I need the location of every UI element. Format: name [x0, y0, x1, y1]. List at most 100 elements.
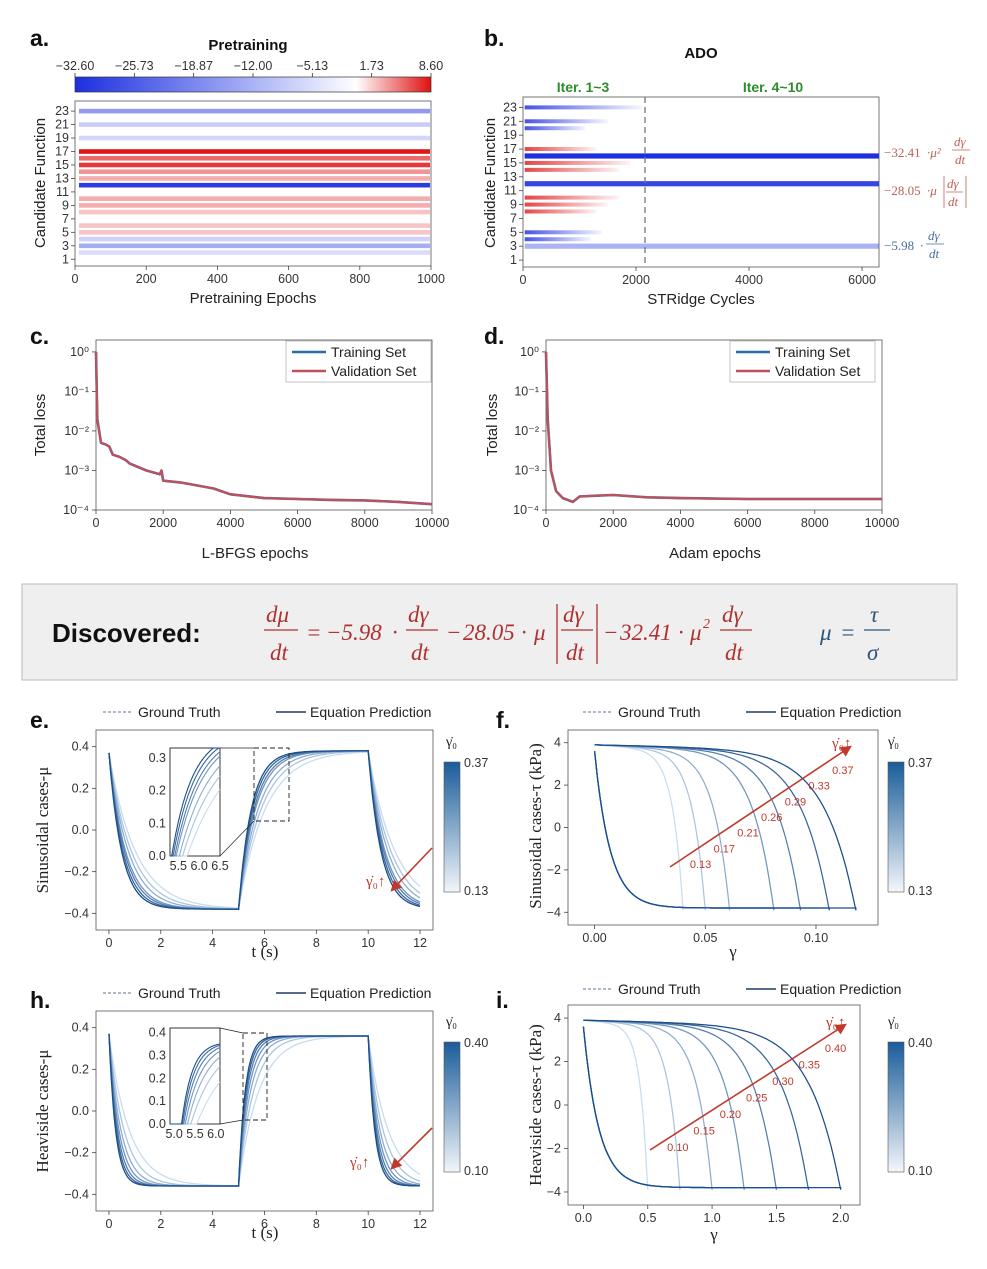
ytick-label-a: 17: [55, 145, 69, 159]
rate-label-i: 0.35: [799, 1060, 820, 1072]
rate-label-f: 0.21: [737, 828, 758, 840]
axes-c: 0 2000 4000 6000 8000 10000 10⁰ 10⁻¹ 10⁻² 10⁻³ 10⁻…: [63, 345, 449, 530]
panel-b-title: ADO: [684, 45, 718, 62]
panel-h: 0 2 4 6 8 10 120.40.20.0−0.2−0.4 5.0 5.5 6.00.40…: [33, 1010, 488, 1242]
ado-early-row-15: [524, 160, 631, 165]
ytick-label-c: 10⁻¹: [64, 384, 89, 398]
rate-label-f: 0.26: [761, 812, 782, 824]
ytick-label-a: 7: [62, 212, 69, 226]
discovered-equation: dμ dt = −5.98 · dγ dt − 28.05 · μ dγ dt …: [264, 602, 890, 665]
xtick-label-c: 10000: [415, 516, 450, 530]
colorbar-e-symbol: γ̇₀: [445, 735, 457, 750]
ytick-label-d: 10⁰: [520, 345, 539, 359]
rate-label-i: 0.20: [720, 1109, 741, 1121]
colorbar-i-min: 0.10: [908, 1164, 932, 1178]
rate-label-f: 0.33: [808, 781, 829, 793]
ado-early-row-20: [524, 126, 586, 131]
heat-row-2: [79, 250, 430, 255]
heat-row-6: [79, 223, 430, 228]
svg-text:τ: τ: [870, 602, 879, 627]
mu-curve-e-0.37: [108, 750, 421, 910]
colorbar-i-symbol: γ̇₀: [887, 1015, 899, 1030]
ado-term-row-3: [524, 243, 879, 249]
axes-h: 0 2 4 6 8 10 12 0.4 0.2 0.0 −0.2 −0.4: [64, 1021, 427, 1231]
colorbar-a-tick-label: −5.13: [297, 59, 329, 73]
legend-ground-truth-f: Ground Truth: [618, 704, 701, 720]
xtick-label-a: 0: [72, 272, 79, 286]
colorbar-e-max: 0.37: [464, 756, 488, 770]
plot-area-i: [567, 1004, 861, 1206]
tau-loops-i: [582, 1019, 842, 1190]
ylabel-d: Total loss: [484, 394, 501, 457]
ado-early-row-14: [524, 167, 620, 172]
ytick-label-b: 19: [503, 128, 517, 142]
term-annotation-3: −5.98 · dγ dt: [884, 228, 944, 261]
colorbar-f-max: 0.37: [908, 756, 932, 770]
xtick-label-d: 2000: [599, 516, 627, 530]
svg-text:dγ: dγ: [563, 602, 585, 627]
svg-text:dt: dt: [955, 152, 966, 167]
ytick-label-b: 7: [510, 211, 517, 225]
inset-e-ytick: 0.1: [149, 816, 166, 830]
series-d-validation: [544, 351, 882, 503]
ado-early-row-23: [524, 105, 642, 110]
xtick-label-h: 12: [413, 1217, 427, 1231]
heat-row-19: [79, 135, 430, 141]
inset-e-xtick: 5.5: [170, 859, 187, 873]
term-coef-2: −28.05: [884, 183, 921, 198]
legend-c: Training Set Validation Set: [285, 340, 432, 383]
ytick-label-f: −2: [547, 863, 561, 877]
ytick-label-b: 21: [503, 114, 517, 128]
ytick-label-h: −0.4: [64, 1187, 89, 1201]
panel-label-i: i.: [496, 987, 509, 1013]
ytick-label-d: 10⁻³: [514, 463, 539, 477]
ytick-label-b: 3: [510, 239, 517, 253]
ytick-label-f: 4: [554, 736, 561, 750]
iter-label-1: Iter. 1~3: [557, 79, 610, 95]
colorbar-f-symbol: γ̇₀: [887, 735, 899, 750]
panel-label-f: f.: [496, 707, 510, 733]
rate-labels-f: 0.130.170.210.260.290.330.37: [690, 765, 854, 871]
svg-text:μ: μ: [533, 620, 546, 645]
xtick-label-d: 4000: [666, 516, 694, 530]
ytick-label-d: 10⁻²: [514, 424, 539, 438]
inset-e: 5.5 6.0 6.5 0.3 0.2 0.1 0.0: [149, 747, 290, 873]
ytick-label-a: 3: [62, 239, 69, 253]
axes-d: 0 2000 4000 6000 8000 10000 10⁰ 10⁻¹ 10⁻² 10⁻³ 10⁻…: [513, 345, 899, 530]
svg-text:μ: μ: [689, 620, 702, 645]
ytick-label-a: 9: [62, 198, 69, 212]
ytick-label-b: 15: [503, 156, 517, 170]
ytick-label-b: 1: [510, 253, 517, 267]
ado-term-row-16: [524, 153, 879, 159]
panel-a: Pretraining −32.60 −25.73 −18.87 −12.00 −5.1…: [32, 37, 445, 307]
colorbar-a-tick-label: 1.73: [359, 59, 383, 73]
heat-row-23: [79, 108, 430, 114]
xtick-label-d: 6000: [734, 516, 762, 530]
svg-text:dγ: dγ: [408, 602, 430, 627]
xtick-label-h: 0: [105, 1217, 112, 1231]
inset-e-ytick: 0.0: [149, 849, 166, 863]
xlabel-f: γ: [728, 942, 737, 961]
legend-ground-truth-h: Ground Truth: [138, 985, 221, 1001]
xtick-label-c: 0: [93, 516, 100, 530]
ytick-label-e: −0.4: [64, 906, 89, 920]
svg-text:·: ·: [920, 238, 923, 253]
discovered-box: Discovered: dμ dt = −5.98 · dγ dt − 28.0…: [21, 583, 958, 681]
xtick-label-i: 0.0: [575, 1211, 592, 1225]
mu-curves-e: [108, 750, 421, 911]
ado-early-row-17: [524, 147, 597, 152]
ytick-label-a: 5: [62, 225, 69, 239]
ytick-label-i: 0: [554, 1098, 561, 1112]
svg-text:−: −: [603, 620, 619, 645]
xtick-label-a: 200: [136, 272, 157, 286]
heat-row-9: [79, 203, 430, 208]
heat-row-16: [79, 155, 430, 161]
xtick-label-e: 12: [413, 936, 427, 950]
inset-e-curve: [170, 765, 221, 857]
ylabel-c: Total loss: [32, 394, 49, 457]
svg-text:dγ: dγ: [928, 228, 941, 243]
rate-label-f: 0.13: [690, 859, 711, 871]
panel-e: 0 2 4 6 8 10 120.40.20.0−0.2−0.4 5.5 6.0 6.50.30…: [33, 729, 488, 961]
xlabel-c: L-BFGS epochs: [202, 545, 309, 562]
rate-label-i: 0.10: [667, 1142, 688, 1154]
